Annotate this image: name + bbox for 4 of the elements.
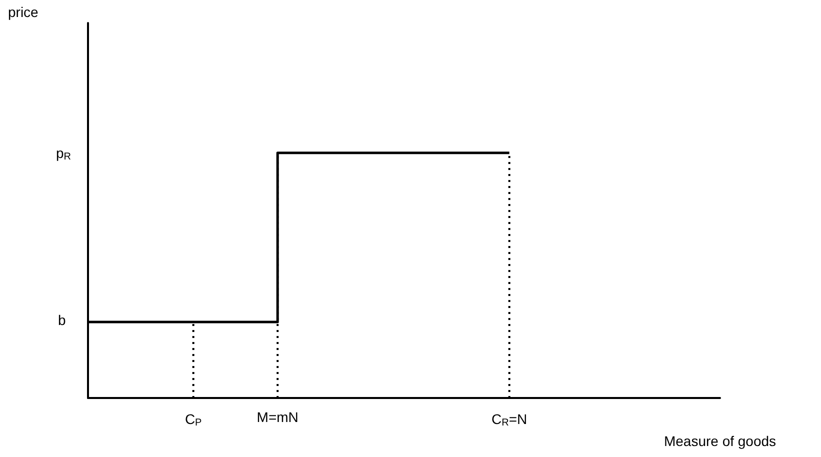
x-tick-label: M=mN — [256, 409, 298, 425]
x-axis-title: Measure of goods — [664, 433, 776, 449]
text: b — [58, 312, 66, 328]
text: price — [8, 4, 39, 20]
